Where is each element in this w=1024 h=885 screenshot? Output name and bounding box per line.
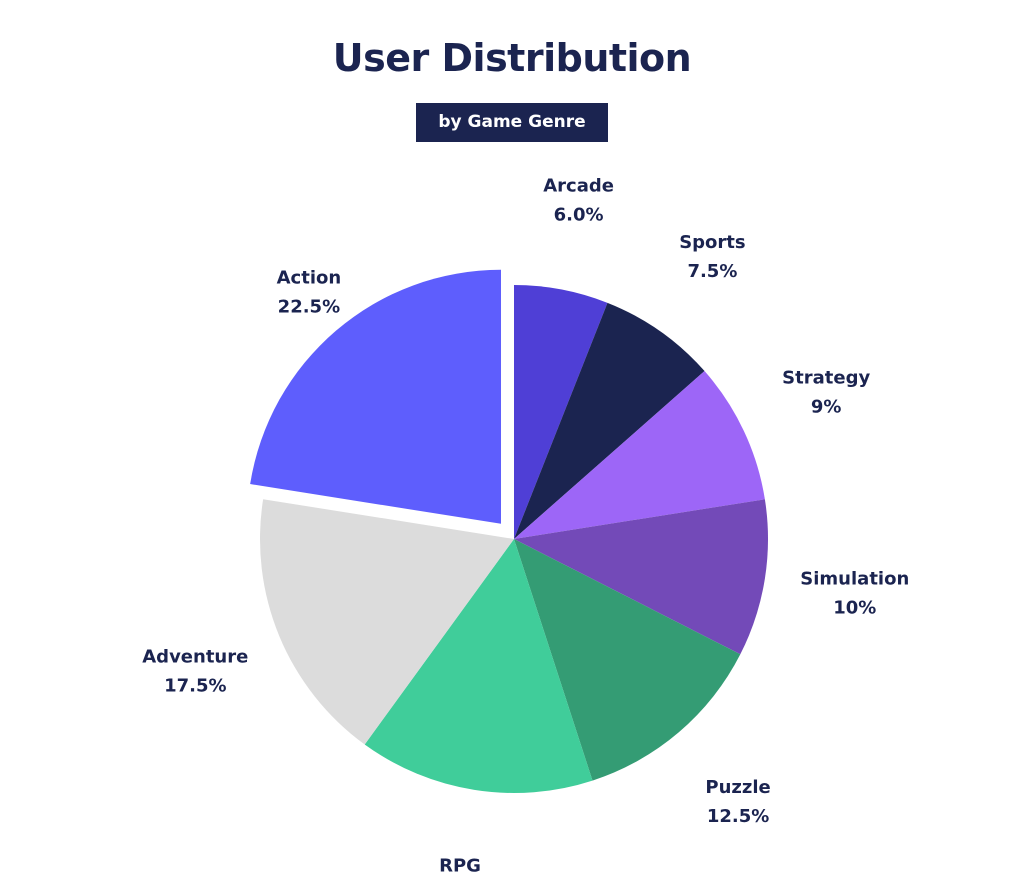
- pie-slices: [250, 269, 768, 794]
- chart-subtitle-badge: by Game Genre: [416, 103, 608, 142]
- pie-label-name-adventure: Adventure: [142, 647, 248, 668]
- pie-label-value-action: 22.5%: [278, 296, 340, 317]
- pie-label-name-sports: Sports: [679, 232, 745, 253]
- pie-slice-simulation: [514, 499, 768, 655]
- pie-label-value-sports: 7.5%: [687, 261, 737, 282]
- pie-slice-arcade: [514, 285, 608, 539]
- pie-label-value-simulation: 10%: [833, 598, 876, 619]
- pie-label-name-puzzle: Puzzle: [705, 777, 770, 798]
- pie-label-value-puzzle: 12.5%: [707, 806, 769, 827]
- pie-labels: Arcade 6.0% Sports 7.5% Strategy 9% Simulation…: [142, 176, 909, 885]
- pie-label-name-simulation: Simulation: [800, 569, 909, 590]
- pie-slice-action: [250, 269, 502, 524]
- pie-label-name-strategy: Strategy: [782, 368, 870, 389]
- pie-label-name-rpg: RPG: [439, 855, 481, 876]
- pie-slice-rpg: [364, 539, 593, 794]
- pie-slice-puzzle: [514, 539, 741, 781]
- pie-label-name-arcade: Arcade: [543, 176, 614, 197]
- pie-label-value-arcade: 6.0%: [554, 205, 604, 226]
- pie-slice-adventure: [260, 499, 514, 745]
- chart-title: User Distribution: [332, 36, 692, 80]
- pie-label-value-strategy: 9%: [811, 397, 842, 418]
- pie-slice-strategy: [514, 371, 765, 539]
- pie-label-value-adventure: 17.5%: [164, 676, 226, 697]
- pie-slice-sports: [514, 302, 705, 539]
- pie-label-name-action: Action: [277, 267, 342, 288]
